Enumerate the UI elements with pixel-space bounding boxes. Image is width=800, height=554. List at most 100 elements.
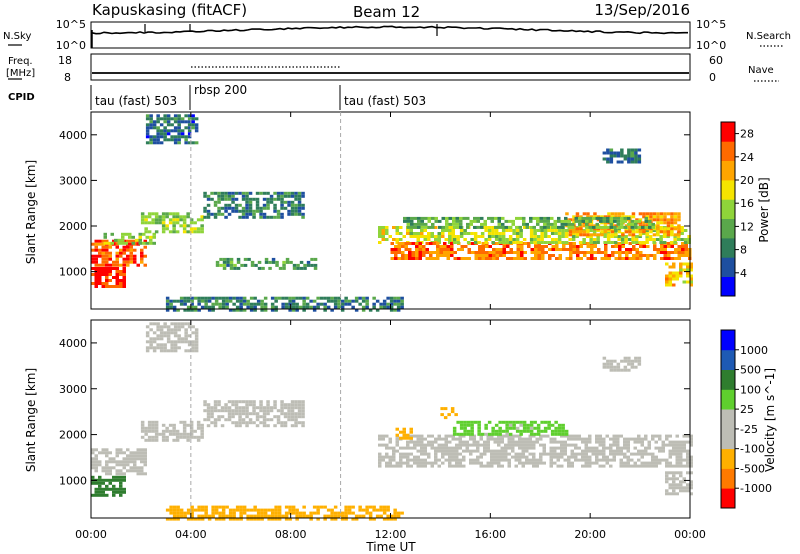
echo-cell-region-9 [443,248,447,251]
echo-cell-region-10 [603,235,607,238]
echo-cell-region-2 [154,426,159,430]
echo-cell-region-6 [581,452,585,456]
echo-cell-region-3 [217,403,221,407]
echo-cell-region-12 [609,216,613,220]
echo-cell-region-7 [501,420,506,424]
echo-cell-region-5 [274,508,278,512]
echo-cell-region-11 [672,486,676,490]
echo-cell-region-9 [404,245,408,248]
echo-cell-region-2 [121,241,125,245]
echo-cell-region-6 [381,443,385,447]
echo-cell-region-12 [403,216,407,220]
echo-cell-region-10 [550,226,555,229]
echo-cell-region-9 [429,251,433,254]
echo-cell-region-6 [388,458,392,462]
echo-cell-region-6 [479,443,483,447]
echo-cell-region-7 [323,302,327,306]
echo-cell-region-7 [459,426,464,430]
echo-cell-region-13 [623,157,628,161]
echo-cell-region-0 [101,254,105,258]
echo-cell-region-6 [416,461,420,465]
echo-cell-region-5 [256,508,261,512]
echo-cell-region-6 [448,446,452,450]
echo-cell-region-12 [560,225,564,229]
echo-cell-region-5 [382,505,387,509]
x-tick-label: 20:00 [574,528,606,541]
echo-cell-region-6 [616,452,620,456]
echo-cell-region-9 [443,251,447,254]
echo-cell-region-6 [623,464,627,468]
echo-cell-region-3 [262,415,267,419]
echo-cell-region-7 [221,296,226,300]
echo-cell-region-4 [166,328,171,332]
echo-cell-region-8 [385,232,389,235]
echo-cell-region-3 [203,409,207,413]
echo-cell-region-5 [211,514,215,518]
echo-cell-region-6 [668,434,672,438]
echo-cell-region-5 [277,508,282,512]
echo-cell-region-6 [455,449,459,453]
echo-cell-region-12 [609,219,613,223]
echo-cell-region-4 [294,191,298,195]
echo-cell-region-0 [143,254,147,258]
echo-cell-region-11 [666,212,671,216]
echo-cell-region-3 [280,412,284,416]
echo-cell-region-6 [675,443,679,447]
echo-cell-region-5 [295,517,299,521]
echo-cell-region-6 [423,464,427,468]
echo-cell-region-6 [465,449,469,453]
echo-cell-region-9 [663,254,667,257]
echo-cell-region-6 [416,458,420,462]
echo-cell-region-7 [382,305,387,309]
echo-cell-region-9 [541,251,545,254]
echo-cell-region-3 [227,406,232,410]
echo-cell-region-4 [217,209,221,213]
echo-cell-region-6 [469,443,473,447]
echo-cell-region-3 [259,400,263,404]
echo-cell-region-10 [550,241,555,244]
echo-cell-region-10 [463,229,467,232]
echo-cell-region-6 [254,263,258,267]
echo-cell-region-6 [602,452,606,456]
echo-cell-region-7 [354,299,359,303]
echo-cell-region-10 [568,238,572,241]
echo-cell-region-2 [140,426,145,430]
echo-cell-region-0 [112,457,116,461]
colorbar-tick-label: -500 [740,462,765,475]
echo-cell-region-11 [582,224,587,228]
echo-cell-region-0 [129,245,133,249]
echo-cell-region-3 [231,412,235,416]
echo-cell-region-6 [504,434,508,438]
echo-cell-region-7 [536,426,541,430]
echo-cell-region-6 [682,440,686,444]
echo-cell-region-4 [173,346,178,350]
echo-cell-region-4 [206,212,211,216]
echo-cell-region-3 [276,409,281,413]
echo-cell-region-9 [572,251,576,254]
echo-cell-region-7 [519,420,523,424]
echo-cell-region-1 [105,478,109,482]
echo-cell-region-3 [196,230,201,234]
echo-cell-region-11 [589,224,594,228]
echo-cell-region-7 [165,299,170,303]
echo-cell-region-7 [270,302,275,306]
echo-cell-region-2 [189,420,194,424]
echo-cell-region-7 [284,305,289,309]
echo-cell-region-9 [453,257,457,260]
echo-cell-region-11 [589,215,594,219]
echo-cell-region-6 [532,443,536,447]
echo-cell-region-7 [365,296,369,300]
echo-cell-region-3 [273,403,277,407]
echo-cell-region-5 [197,514,201,518]
echo-cell-region-9 [415,248,419,251]
echo-cell-region-3 [231,415,235,419]
echo-cell-region-5 [386,508,390,512]
echo-cell-region-9 [541,254,545,257]
echo-cell-region-9 [555,245,559,248]
velocity-colorbar-frame [720,329,736,509]
y-tick-label: 2000 [59,429,87,442]
echo-cell-region-6 [261,266,265,270]
echo-cell-region-9 [394,245,398,248]
echo-cell-region-7 [246,302,250,306]
echo-cell-region-6 [448,440,452,444]
